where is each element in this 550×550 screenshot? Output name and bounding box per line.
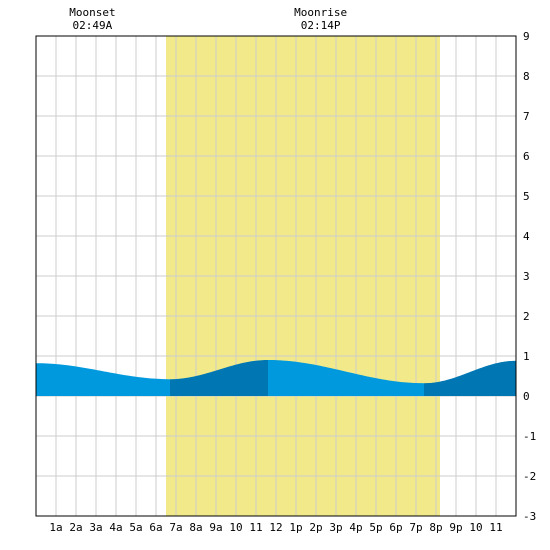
y-tick-label: 3 bbox=[523, 270, 530, 283]
y-tick-label: -1 bbox=[523, 430, 536, 443]
y-tick-label: 5 bbox=[523, 190, 530, 203]
x-tick-label: 5a bbox=[129, 521, 142, 534]
x-tick-label: 2p bbox=[309, 521, 322, 534]
x-tick-label: 5p bbox=[369, 521, 382, 534]
x-tick-label: 6p bbox=[389, 521, 402, 534]
x-tick-label: 6a bbox=[149, 521, 162, 534]
tide-segment-falling bbox=[268, 360, 424, 396]
x-tick-label: 8p bbox=[429, 521, 442, 534]
tide-segment-rising bbox=[170, 360, 268, 396]
y-axis-labels: -3 -2 -1 0 1 2 3 4 5 6 7 8 9 bbox=[523, 30, 536, 523]
y-tick-label: 9 bbox=[523, 30, 530, 43]
grid-lines bbox=[36, 36, 516, 516]
x-tick-label: 9a bbox=[209, 521, 222, 534]
x-tick-label: 1a bbox=[49, 521, 62, 534]
y-tick-label: 8 bbox=[523, 70, 530, 83]
moonrise-time: 02:14P bbox=[301, 19, 341, 32]
moonrise-label: Moonrise bbox=[294, 6, 347, 19]
y-tick-label: -3 bbox=[523, 510, 536, 523]
x-tick-label: 7p bbox=[409, 521, 422, 534]
plot-frame bbox=[35, 35, 517, 517]
moonset-time: 02:49A bbox=[73, 19, 113, 32]
x-tick-label: 1p bbox=[289, 521, 302, 534]
x-tick-label: 2a bbox=[69, 521, 82, 534]
x-tick-label: 11 bbox=[489, 521, 502, 534]
y-tick-label: 1 bbox=[523, 350, 530, 363]
y-tick-label: 7 bbox=[523, 110, 530, 123]
y-tick-label: 2 bbox=[523, 310, 530, 323]
x-tick-label: 10 bbox=[229, 521, 242, 534]
x-tick-label: 3p bbox=[329, 521, 342, 534]
x-tick-label: 3a bbox=[89, 521, 102, 534]
y-tick-label: -2 bbox=[523, 470, 536, 483]
y-tick-label: 0 bbox=[523, 390, 530, 403]
x-axis-labels: 1a 2a 3a 4a 5a 6a 7a 8a 9a 10 11 12 1p 2p 3p 4p 5p 6p 7p 8p… bbox=[49, 521, 502, 534]
y-tick-label: 4 bbox=[523, 230, 530, 243]
y-tick-label: 6 bbox=[523, 150, 530, 163]
x-tick-label: 12 bbox=[269, 521, 282, 534]
x-tick-label: 11 bbox=[249, 521, 262, 534]
x-tick-label: 8a bbox=[189, 521, 202, 534]
x-tick-label: 4a bbox=[109, 521, 122, 534]
x-tick-label: 4p bbox=[349, 521, 362, 534]
x-tick-label: 9p bbox=[449, 521, 462, 534]
tide-area bbox=[36, 360, 516, 396]
tide-segment-rising bbox=[424, 360, 516, 396]
moonset-label: Moonset bbox=[69, 6, 115, 19]
x-tick-label: 10 bbox=[469, 521, 482, 534]
tide-segment-falling bbox=[36, 363, 170, 396]
x-tick-label: 7a bbox=[169, 521, 182, 534]
